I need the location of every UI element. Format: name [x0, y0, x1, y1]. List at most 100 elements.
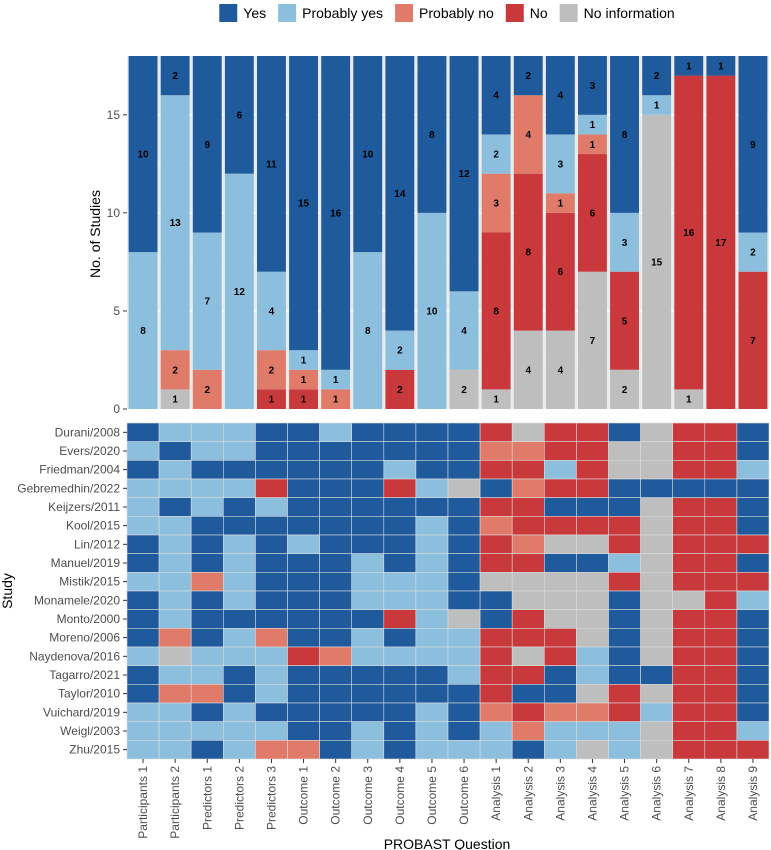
- heatmap-cell-yes: [383, 721, 417, 741]
- heatmap-cell-yes: [543, 497, 577, 517]
- bar-value-label: 3: [622, 238, 628, 249]
- legend-swatch-no-information: [559, 4, 578, 22]
- heatmap-cell-probably-yes: [479, 721, 513, 741]
- heatmap-cell-probably-yes: [126, 478, 160, 498]
- heatmap-cell-probably-yes: [351, 590, 385, 610]
- heatmap-cell-probably-yes: [223, 628, 256, 648]
- heatmap-cell-probably-yes: [223, 478, 256, 498]
- y-axis-title-bar: No. of Studies: [87, 190, 103, 278]
- heatmap-cell-yes: [223, 609, 256, 629]
- heatmap-cell-yes: [736, 441, 770, 461]
- x-tick-label: Analysis 7: [682, 766, 696, 821]
- heatmap-cell-no: [576, 441, 609, 461]
- heatmap-cell-yes: [351, 460, 385, 480]
- bar-no-analysis-1: [481, 232, 511, 390]
- heatmap-cell-yes: [319, 684, 353, 704]
- heatmap-cell-yes: [190, 516, 224, 536]
- heatmap-cell-probably-no: [479, 441, 513, 461]
- heatmap-cell-no: [704, 441, 738, 461]
- heatmap-cell-yes: [126, 628, 160, 648]
- heatmap-cell-no: [511, 553, 545, 573]
- bar-yes-participants-1: [128, 56, 158, 253]
- heatmap-cell-yes: [447, 497, 481, 517]
- bar-value-label: 5: [622, 316, 628, 327]
- heatmap-cell-yes: [383, 702, 417, 722]
- heatmap-cell-probably-yes: [736, 590, 770, 610]
- heatmap-cell-yes: [287, 422, 320, 442]
- heatmap-cell-no-information: [511, 646, 545, 666]
- x-tick-label: Analysis 8: [714, 766, 728, 821]
- heatmap-cell-probably-yes: [351, 646, 385, 666]
- bar-value-label: 8: [140, 326, 146, 337]
- bar-probably-no-outcome-2: [321, 389, 351, 409]
- heatmap-cell-no-information: [576, 572, 609, 592]
- heatmap-cell-probably-yes: [190, 721, 224, 741]
- legend-swatch-yes: [219, 4, 238, 22]
- heatmap-cell-no-information: [543, 572, 577, 592]
- bar-value-label: 1: [172, 395, 178, 406]
- heatmap-cell-yes: [351, 534, 385, 554]
- x-tick-label: Analysis 2: [521, 766, 535, 821]
- heatmap-cell-yes: [576, 553, 609, 573]
- heatmap-cell-probably-yes: [415, 553, 449, 573]
- heatmap-cell-probably-yes: [158, 460, 192, 480]
- heatmap-cell-probably-yes: [126, 441, 160, 461]
- heatmap-cell-probably-yes: [126, 721, 160, 741]
- heatmap-cell-no: [736, 572, 770, 592]
- heatmap-cell-probably-yes: [158, 665, 192, 685]
- heatmap-cell-probably-yes: [126, 516, 160, 536]
- bar-yes-outcome-3: [353, 56, 383, 253]
- x-tick-label: Outcome 2: [329, 766, 343, 825]
- heatmap-cell-yes: [351, 422, 385, 442]
- heatmap-cell-no-information: [640, 497, 673, 517]
- heatmap-cell-no-information: [640, 516, 673, 536]
- bar-yes-outcome-1: [289, 56, 318, 351]
- heatmap-cell-yes: [319, 721, 353, 741]
- legend-label-yes: Yes: [243, 5, 266, 21]
- heatmap-cell-yes: [190, 460, 224, 480]
- heatmap-cell-yes: [383, 740, 417, 760]
- study-label: Gebremedhin/2022: [17, 481, 120, 495]
- x-tick-label: Predictors 1: [200, 766, 214, 830]
- x-tick-label: Analysis 5: [618, 766, 632, 821]
- bar-value-label: 10: [362, 150, 374, 161]
- heatmap-cell-no: [576, 478, 609, 498]
- x-tick-label: Outcome 4: [393, 766, 407, 825]
- heatmap-cell-no: [672, 460, 706, 480]
- heatmap-cell-yes: [447, 702, 481, 722]
- bar-yes-analysis-5: [610, 56, 639, 213]
- heatmap-cell-yes: [255, 572, 288, 592]
- heatmap-cell-probably-no: [511, 441, 545, 461]
- heatmap-cell-no: [479, 665, 513, 685]
- x-tick-label: Predictors 2: [232, 766, 246, 830]
- heatmap-cell-yes: [447, 422, 481, 442]
- heatmap-cell-no: [543, 422, 577, 442]
- heatmap-cell-yes: [158, 497, 192, 517]
- heatmap-cell-probably-yes: [640, 702, 673, 722]
- heatmap-cell-probably-yes: [190, 441, 224, 461]
- bar-value-label: 9: [750, 140, 756, 151]
- bar-value-label: 2: [397, 346, 403, 357]
- bar-value-label: 1: [590, 140, 596, 151]
- heatmap-cell-no: [543, 516, 577, 536]
- heatmap-cell-no: [287, 646, 320, 666]
- bar-value-label: 8: [365, 326, 371, 337]
- bar-value-label: 3: [590, 81, 596, 92]
- heatmap-cell-no: [608, 572, 641, 592]
- heatmap-cell-yes: [383, 553, 417, 573]
- heatmap-cell-yes: [287, 665, 320, 685]
- bar-value-label: 4: [461, 326, 467, 337]
- bar-yes-analysis-1: [481, 56, 511, 135]
- study-label: Monto/2000: [57, 612, 121, 626]
- bar-yes-analysis-6: [642, 56, 672, 96]
- study-label: Weigl/2003: [60, 724, 120, 738]
- study-label: Moreno/2006: [49, 631, 120, 645]
- heatmap-cell-yes: [736, 516, 770, 536]
- heatmap-cell-yes: [383, 684, 417, 704]
- heatmap-cell-yes: [126, 422, 160, 442]
- heatmap-cell-probably-yes: [255, 646, 288, 666]
- heatmap-cell-probably-yes: [415, 646, 449, 666]
- heatmap-cell-probably-yes: [223, 422, 256, 442]
- heatmap-cell-probably-yes: [158, 590, 192, 610]
- heatmap-cell-yes: [255, 422, 288, 442]
